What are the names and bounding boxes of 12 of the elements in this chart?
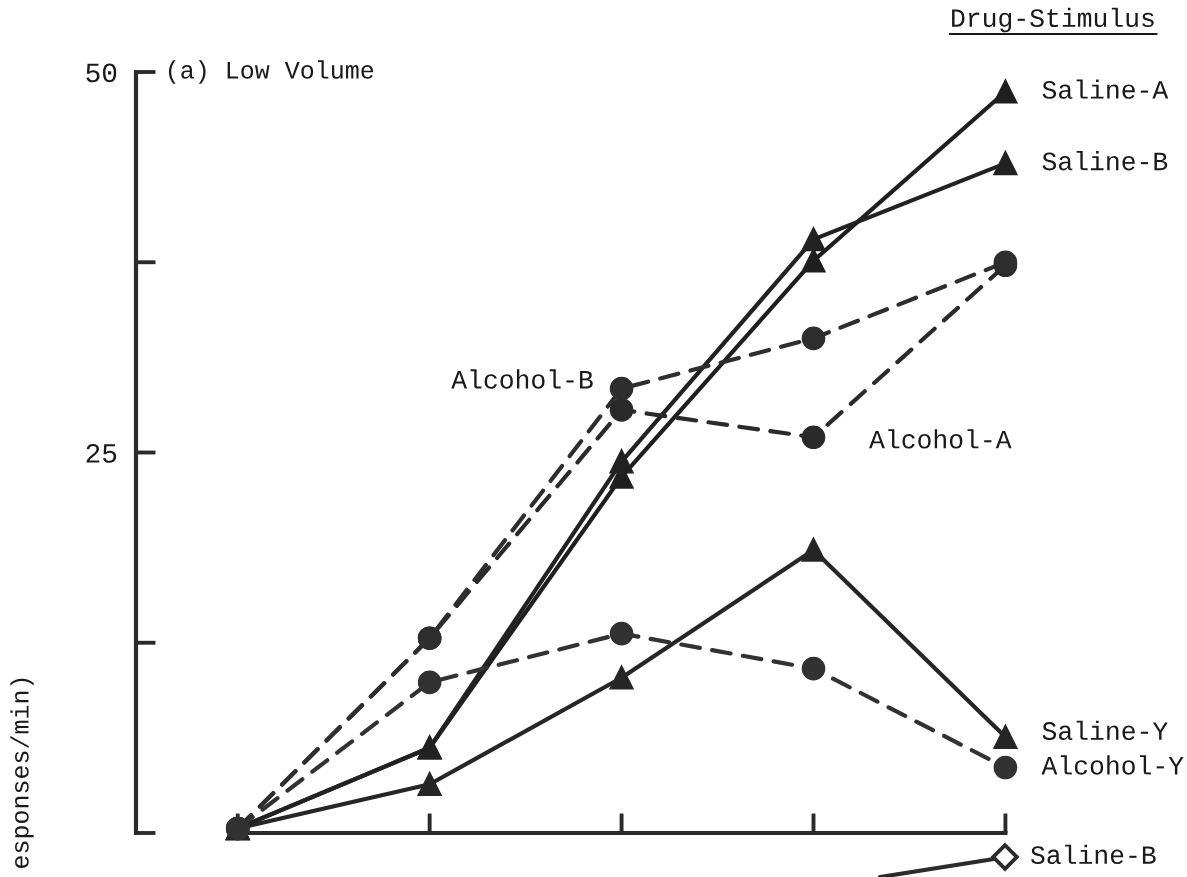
- series-label: Alcohol-Y: [1041, 755, 1184, 775]
- y-tick-label: 25: [86, 443, 117, 463]
- text: Saline-B: [1031, 844, 1156, 865]
- y-axis-title: esponses/min): [10, 678, 34, 868]
- series-label: Saline-A: [1042, 79, 1169, 99]
- series-label: Alcohol-B: [451, 369, 593, 389]
- y-tick-label: 50: [86, 63, 117, 83]
- legend-title: Drug-Stimulus: [952, 7, 1154, 33]
- series-label: Alcohol-A: [869, 429, 1012, 449]
- series-label: Saline-B: [1042, 151, 1168, 171]
- series-label: Saline-Y: [1042, 720, 1168, 741]
- chart-title: (a) Low Volume: [168, 60, 374, 84]
